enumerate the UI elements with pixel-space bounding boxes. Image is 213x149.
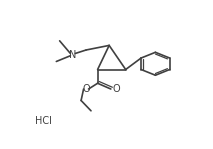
Text: O: O bbox=[82, 84, 90, 94]
Text: O: O bbox=[112, 84, 120, 94]
Text: HCl: HCl bbox=[35, 116, 52, 126]
Text: N: N bbox=[69, 50, 76, 60]
